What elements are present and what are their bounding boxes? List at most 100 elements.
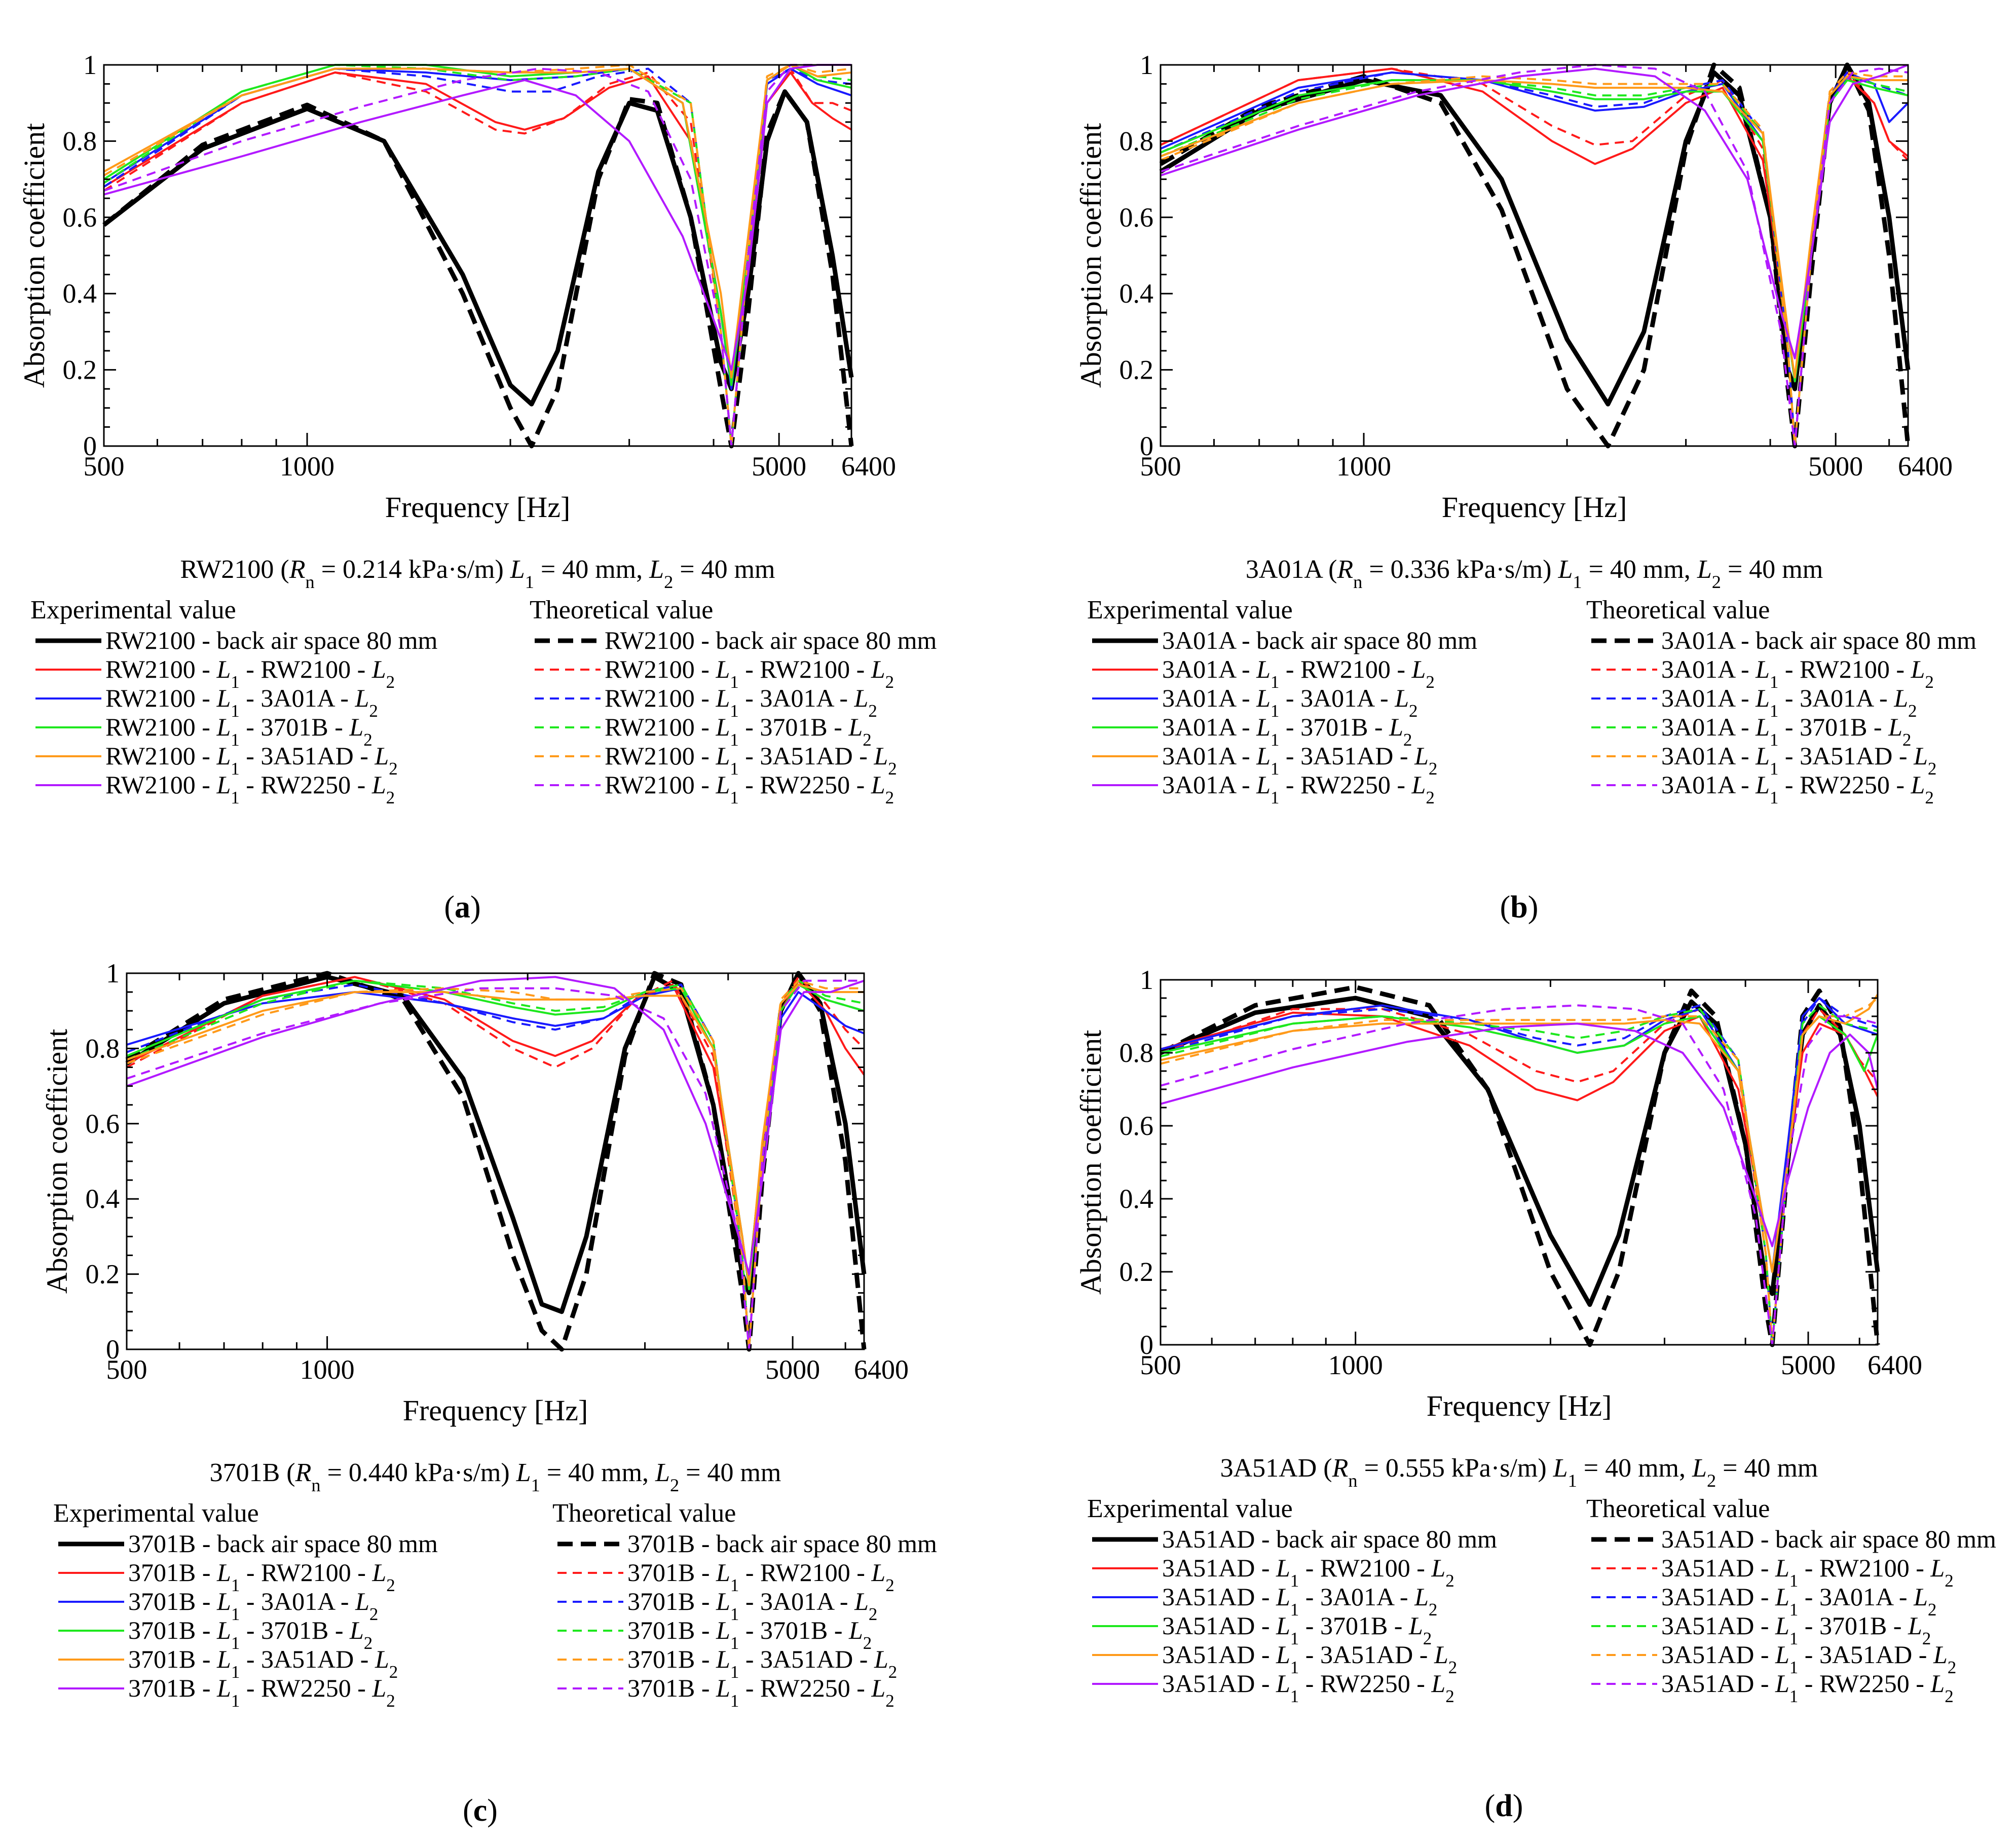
x-tick-label: 6400 [854,1354,909,1385]
legend-entry-a01a: 3A51AD - L1 - 3A01A - L2 [1661,1583,1936,1620]
y-tick-label: 0.8 [63,126,97,156]
legend-entry-rw2100: 3A01A - L1 - RW2100 - L2 [1162,655,1435,692]
y-tick-label: 0.8 [1119,1038,1154,1068]
y-tick-label: 1 [106,958,120,988]
legend-header-experimental: Experimental value [53,1499,259,1528]
legend-entry-ad3a51: 3A51AD - L1 - 3A51AD - L2 [1162,1640,1457,1677]
x-tick-label: 500 [1140,451,1181,482]
panel-label: (b) [1500,890,1539,925]
y-tick-label: 0.6 [86,1109,120,1139]
legend-entry-ad3a51: RW2100 - L1 - 3A51AD - L2 [105,742,398,779]
x-tick-label: 5000 [765,1354,820,1385]
legend-entry-b3701: 3701B - L1 - 3701B - L2 [627,1616,872,1653]
legend-entry-back: 3A01A - back air space 80 mm [1661,626,1976,654]
x-axis-title: Frequency [Hz] [1427,1389,1612,1422]
panel-label: (a) [444,890,480,925]
legend-entry-ad3a51: 3A01A - L1 - 3A51AD - L2 [1661,742,1936,779]
y-tick-label: 1 [1140,965,1153,995]
legend-entry-b3701: 3A01A - L1 - 3701B - L2 [1661,713,1911,750]
x-axis-title: Frequency [Hz] [403,1394,588,1427]
legend-entry-back: 3A01A - back air space 80 mm [1162,626,1477,654]
series-line-rw2250-dashed [103,64,851,447]
series-line-rw2100-solid [103,71,852,383]
panel-caption: RW2100 (Rn = 0.214 kPa·s/m) L1 = 40 mm, … [180,555,775,592]
plot-area [102,64,854,449]
series-line-a01a-solid [1160,71,1909,383]
legend-entry-ad3a51: 3701B - L1 - 3A51AD - L2 [627,1645,897,1682]
series-line-a01a-dashed [126,983,865,1350]
legend-entry-ad3a51: 3A51AD - L1 - 3A51AD - L2 [1661,1640,1956,1677]
legend-entry-back: RW2100 - back air space 80 mm [605,626,937,654]
y-tick-label: 0.2 [63,355,97,385]
plot-frame [103,64,852,447]
legend-entry-back: RW2100 - back air space 80 mm [105,626,437,654]
chart-panel-c: 500 1000 5000 6400 0 0.2 0.4 0.6 0.8 1 Absorption … [41,958,937,1828]
legend-entry-rw2250: 3A51AD - L1 - RW2250 - L2 [1661,1669,1954,1706]
legend-entry-rw2250: 3701B - L1 - RW2250 - L2 [627,1674,894,1711]
chart-panel-a: 500 1000 5000 6400 0 0.2 0.4 0.6 0.8 1 Absorption … [18,50,937,925]
y-tick-label: 0 [1140,431,1153,461]
legend-entry-a01a: 3701B - L1 - 3A01A - L2 [128,1587,378,1624]
series-line-rw2250-solid [103,64,851,371]
legend-header-experimental: Experimental value [30,596,236,624]
y-tick-label: 0 [83,431,97,461]
legend-entry-ad3a51: RW2100 - L1 - 3A51AD - L2 [605,742,897,779]
y-tick-label: 0.2 [1119,1257,1154,1287]
legend-header-experimental: Experimental value [1087,1494,1293,1523]
y-tick-label: 0.4 [1119,1184,1154,1214]
panel-label: (d) [1485,1789,1523,1823]
legend-entry-b3701: 3A51AD - L1 - 3701B - L2 [1162,1611,1432,1648]
series-line-rw2250-dashed [1160,1004,1878,1346]
legend-entry-back: 3A51AD - back air space 80 mm [1162,1525,1497,1553]
y-tick-label: 0.8 [1119,126,1154,156]
series-line-back-solid [125,971,867,1314]
legend-entry-rw2250: RW2100 - L1 - RW2250 - L2 [105,770,395,807]
legend-entry-a01a: RW2100 - L1 - 3A01A - L2 [605,684,877,721]
legend-entry-back: 3701B - back air space 80 mm [128,1529,438,1558]
legend-entry-rw2100: 3A51AD - L1 - RW2100 - L2 [1162,1554,1454,1591]
series-line-ad3a51-dashed [103,64,852,447]
series-line-ad3a51-solid [1160,75,1908,379]
chart-panel-d: 500 1000 5000 6400 0 0.2 0.4 0.6 0.8 1 Absorption … [1074,965,1996,1823]
y-tick-label: 0.4 [63,278,97,309]
legend-header-theoretical: Theoretical value [1586,596,1770,624]
legend-entry-a01a: 3701B - L1 - 3A01A - L2 [627,1587,877,1624]
y-axis-title: Absorption coefficient [1074,123,1107,388]
x-tick-label: 500 [1140,1350,1181,1380]
panel-label: (c) [463,1793,498,1828]
series-line-a01a-dashed [103,67,852,447]
legend-entry-rw2100: 3A51AD - L1 - RW2100 - L2 [1661,1554,1954,1591]
x-tick-label: 1000 [280,451,334,482]
legend-entry-a01a: 3A01A - L1 - 3A01A - L2 [1162,684,1418,721]
y-tick-label: 0 [106,1334,120,1365]
legend-entry-a01a: 3A01A - L1 - 3A01A - L2 [1661,684,1917,721]
legend-entry-rw2100: 3701B - L1 - RW2100 - L2 [627,1558,894,1595]
legend-entry-b3701: 3A01A - L1 - 3701B - L2 [1162,713,1412,750]
y-tick-label: 0 [1140,1330,1153,1360]
series-line-rw2250-dashed [1160,64,1909,447]
x-tick-label: 1000 [1328,1350,1383,1380]
x-tick-label: 5000 [1808,451,1863,482]
legend-entry-rw2250: 3A01A - L1 - RW2250 - L2 [1661,770,1934,807]
series-line-b3701-dashed [1160,1004,1878,1346]
series-line-b3701-dashed [103,64,852,447]
y-axis-title: Absorption coefficient [18,123,51,388]
legend-entry-rw2250: RW2100 - L1 - RW2250 - L2 [605,770,894,807]
legend-entry-b3701: RW2100 - L1 - 3701B - L2 [605,713,872,750]
series-line-b3701-solid [1160,1015,1879,1273]
series-line-rw2100-dashed [103,67,852,447]
series-line-ad3a51-solid [1160,994,1879,1273]
panel-caption: 3A01A (Rn = 0.336 kPa·s/m) L1 = 40 mm, L… [1246,555,1823,592]
series-line-ad3a51-dashed [126,979,864,1350]
legend-header-theoretical: Theoretical value [552,1499,736,1528]
plot-area [1159,62,1911,449]
x-tick-label: 1000 [300,1354,355,1385]
x-axis-title: Frequency [Hz] [1442,491,1627,524]
legend-entry-back: 3A51AD - back air space 80 mm [1661,1525,1996,1553]
series-line-rw2250-solid [126,976,865,1275]
x-axis-title: Frequency [Hz] [385,491,571,524]
x-tick-label: 500 [84,451,125,482]
